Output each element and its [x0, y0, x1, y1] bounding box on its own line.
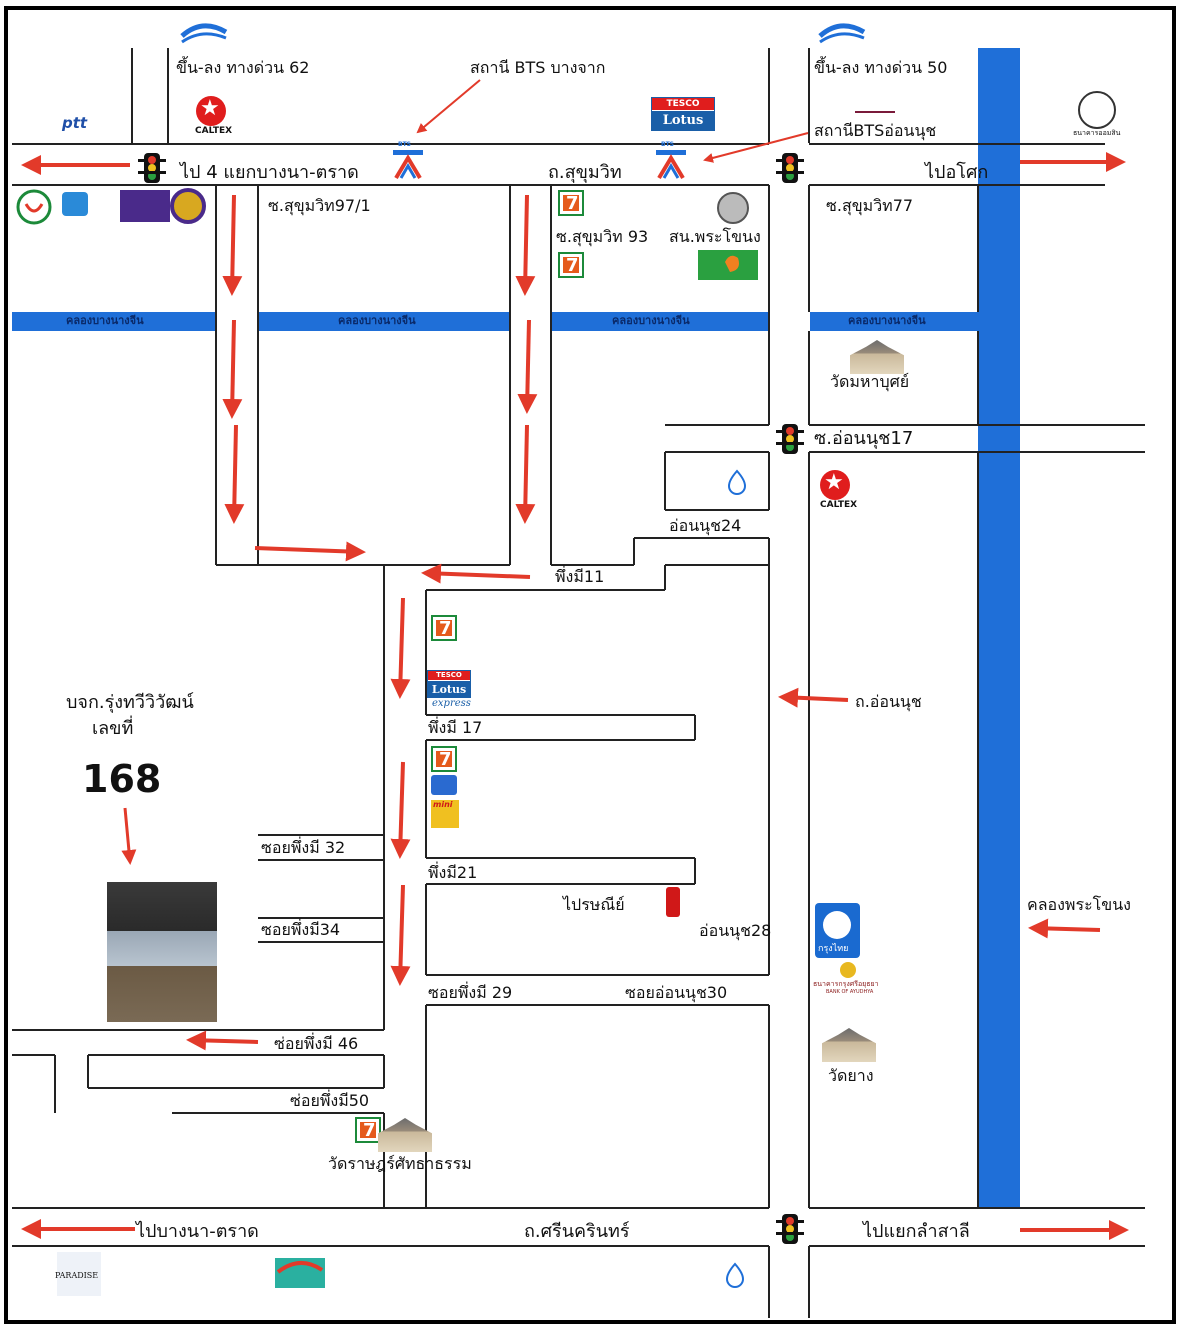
- caltex-text-top: CALTEX: [195, 126, 233, 136]
- bts-label-1: BTS: [398, 141, 411, 148]
- seal-icon: [170, 188, 206, 224]
- label-phueng-mi-21: พึ่งมี21: [428, 863, 478, 882]
- label-expressway-62: ขึ้น-ลง ทางด่วน 62: [176, 58, 310, 77]
- seven-eleven-icon-2: [558, 252, 584, 278]
- label-post-office: ไปรษณีย์: [563, 895, 625, 914]
- label-canal-4: คลองบางนางจีน: [848, 314, 926, 327]
- label-onnut-road: ถ.อ่อนนุช: [855, 692, 922, 711]
- label-soi-sukhumvit-77: ซ.สุขุมวิท77: [826, 196, 914, 215]
- traffic-light-icon-4: [776, 1214, 804, 1244]
- seven-eleven-icon-4: [431, 746, 457, 772]
- traffic-light-icon-2: [776, 153, 804, 183]
- label-company-name: บจก.รุ่งทวีวิวัฒน์: [66, 692, 194, 713]
- tesco-label-2: TESCO: [428, 671, 470, 680]
- traffic-light-icon-3: [776, 424, 804, 454]
- label-number: เลขที่: [92, 718, 134, 739]
- label-phra-khanong-canal: คลองพระโขนง: [1027, 895, 1131, 914]
- label-soi-phueng-mi-29: ซอยพึ่งมี 29: [428, 983, 513, 1002]
- gas-drop-icon-2: [725, 1262, 745, 1288]
- tiger-icon: [725, 255, 739, 272]
- gsb-label: ธนาคารออมสิน: [1073, 129, 1121, 137]
- label-to-lam-salee: ไปแยกลำสาลี: [863, 1221, 970, 1242]
- krungsri-en-label: BANK OF AYUDHYA: [826, 989, 874, 995]
- route-arrows: [21, 79, 1129, 1240]
- post-box-icon: [666, 887, 680, 917]
- police-seal-icon: [717, 192, 749, 224]
- tesco-label: TESCO: [652, 98, 714, 110]
- scb-bank-icon: [120, 190, 170, 222]
- label-bts-onnut: สถานีBTSอ่อนนุช: [814, 121, 937, 140]
- label-soi-sukhumvit-97-1: ซ.สุขุมวิท97/1: [268, 196, 371, 215]
- caltex-logo-top: [196, 96, 226, 126]
- label-soi-phueng-mi-34: ซอยพึ่งมี34: [261, 920, 341, 939]
- road-lines: [12, 48, 1145, 1318]
- label-soi-phueng-mi-50: ซ่อยพึ่งมี50: [290, 1091, 370, 1110]
- lotus-label-2: Lotus: [428, 681, 470, 698]
- caltex-text-mid: CALTEX: [820, 500, 858, 510]
- gsb-bank-icon: [1078, 91, 1116, 129]
- house-photo: [107, 882, 217, 1022]
- label-soi-sukhumvit-93: ซ.สุขุมวิท 93: [556, 227, 649, 246]
- label-onnut-28: อ่อนนุช28: [699, 921, 772, 940]
- label-phueng-mi-17: พึ่งมี 17: [428, 718, 483, 737]
- label-phueng-mi-11: พึ่งมี11: [555, 567, 605, 586]
- lotus-label: Lotus: [652, 111, 714, 131]
- ptt-logo: ptt: [62, 114, 88, 132]
- label-onnut-24: อ่อนนุช24: [669, 516, 742, 535]
- label-wat-mahabut: วัดมหาบุศย์: [830, 372, 910, 391]
- expressway-logo-right: [818, 23, 866, 44]
- bangchak-logo-icon: [62, 192, 88, 216]
- label-canal-2: คลองบางนางจีน: [338, 314, 416, 327]
- label-soi-phueng-mi-32: ซอยพึ่งมี 32: [261, 838, 346, 857]
- bts-bangchak-sign: [393, 150, 423, 180]
- label-canal-3: คลองบางนางจีน: [612, 314, 690, 327]
- krungsri-label: ธนาคารกรุงศรีอยุธยา: [813, 980, 879, 988]
- seven-eleven-icon-1: [558, 190, 584, 216]
- seven-eleven-icon-5: [355, 1117, 381, 1143]
- bts-onnut-sign: [656, 150, 686, 180]
- gas-drop-icon-1: [727, 469, 747, 495]
- expressway-logo-left: [180, 23, 228, 44]
- label-canal-1: คลองบางนางจีน: [66, 314, 144, 327]
- tesco-lotus-express-logo: TESCO Lotus: [427, 670, 471, 698]
- bang-nang-chin-canal: [12, 312, 978, 331]
- label-wat-rat-sattha: วัดราษฎร์ศัทธาธรรม: [328, 1154, 472, 1173]
- bts-label-2: BTS: [661, 141, 674, 148]
- label-phra-khanong-police: สน.พระโขนง: [669, 227, 761, 246]
- label-soi-onnut-17: ซ.อ่อนนุช17: [814, 428, 914, 449]
- label-expressway-50: ขึ้น-ลง ทางด่วน 50: [814, 58, 948, 77]
- label-bts-bangchak: สถานี BTS บางจาก: [470, 58, 606, 77]
- tesco-lotus-logo-top: TESCO Lotus: [651, 97, 715, 131]
- label-soi-onnut-30: ซอยอ่อนนุช30: [625, 983, 728, 1002]
- bank-small-icon: [431, 775, 457, 795]
- label-sukhumvit-road: ถ.สุขุมวิท: [548, 162, 622, 183]
- traffic-light-icon-1: [138, 153, 166, 183]
- label-to-bangna-trat-4: ไป 4 แยกบางนา-ตราด: [180, 162, 359, 183]
- paradise-label: PARADISE: [55, 1271, 99, 1280]
- caltex-logo-mid: [820, 470, 850, 500]
- mini-store-icon: [431, 800, 459, 828]
- kasikorn-bank-icon: [16, 189, 52, 225]
- tesco-express-label: express: [432, 698, 471, 709]
- label-srinakarin-road: ถ.ศรีนครินทร์: [524, 1221, 630, 1242]
- label-wat-yang: วัดยาง: [828, 1066, 874, 1085]
- phra-khanong-canal: [978, 48, 1020, 1208]
- seven-eleven-icon-3: [431, 615, 457, 641]
- label-to-bangna-trat: ไปบางนา-ตราด: [136, 1221, 259, 1242]
- krungthai-label: กรุงไทย: [818, 944, 849, 954]
- label-to-asoke: ไปอโศก: [925, 162, 989, 183]
- mini-label: mini: [433, 800, 453, 809]
- paradise-logo-icon: [57, 1252, 101, 1296]
- label-house-number: 168: [82, 757, 162, 801]
- label-soi-phueng-mi-46: ซ่อยพึ่งมี 46: [274, 1034, 359, 1053]
- krungsri-bank-icon: [840, 962, 856, 978]
